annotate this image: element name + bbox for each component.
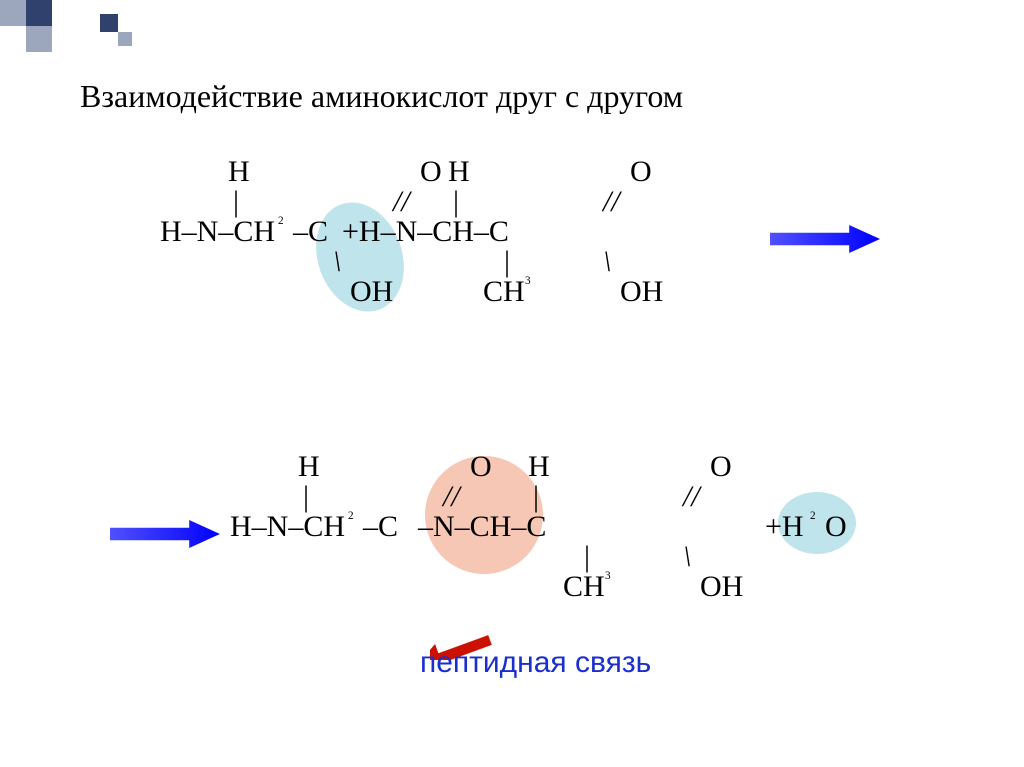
chem-text: |: [584, 540, 590, 574]
chem-text: |: [533, 480, 539, 514]
chem-text: +H–N–CH–C: [342, 215, 509, 249]
chem-text: –C: [363, 510, 398, 544]
chem-text: +H: [765, 510, 804, 544]
chem-text: H: [448, 155, 470, 189]
chem-text: H: [228, 155, 250, 189]
chem-text: OH: [350, 275, 393, 309]
chem-text: \: [333, 245, 341, 279]
chem-text: O: [825, 510, 847, 544]
chem-text: //: [683, 480, 700, 514]
deco-square: [26, 0, 52, 26]
chem-text: 2: [278, 215, 284, 227]
chem-text: H: [528, 450, 550, 484]
chem-text: |: [504, 245, 510, 279]
chem-text: //: [393, 185, 410, 219]
chem-text: \: [603, 245, 611, 279]
chem-text: O: [710, 450, 732, 484]
chem-text: |: [303, 480, 309, 514]
chem-text: O: [420, 155, 442, 189]
reaction-arrow-in: [110, 520, 220, 548]
reaction-product: H|O//H|H–N–CH2–C –N–CH–CO//|CH3\OH+H2O п…: [110, 450, 930, 700]
chem-text: 2: [348, 510, 354, 522]
reaction-arrow-right: [770, 225, 880, 253]
deco-square: [118, 32, 132, 46]
deco-square: [100, 14, 118, 32]
reaction-reactants: H|O//H–N–CH2–CH|O//+H–N–CH–C\OH|CH3\OH: [160, 155, 920, 355]
chem-text: O: [630, 155, 652, 189]
deco-square: [26, 26, 52, 52]
chem-text: CH: [483, 275, 525, 309]
chem-text: H–N–CH: [160, 215, 275, 249]
chem-text: OH: [700, 570, 743, 604]
corner-decoration: [0, 0, 150, 60]
chem-text: –N–CH–C: [418, 510, 546, 544]
chem-text: OH: [620, 275, 663, 309]
slide-title: Взаимодействие аминокислот друг с другом: [80, 78, 683, 115]
chem-text: |: [233, 185, 239, 219]
chem-text: O: [470, 450, 492, 484]
deco-square: [0, 0, 26, 26]
chem-text: –C: [293, 215, 328, 249]
chem-text: //: [443, 480, 460, 514]
chem-text: //: [603, 185, 620, 219]
chem-text: CH: [563, 570, 605, 604]
chem-text: |: [453, 185, 459, 219]
chem-text: 3: [605, 570, 611, 582]
chem-text: \: [683, 540, 691, 574]
chem-text: H–N–CH: [230, 510, 345, 544]
chem-text: 2: [810, 510, 816, 522]
peptide-bond-label: пептидная связь: [420, 646, 651, 680]
chem-text: H: [298, 450, 320, 484]
chem-text: 3: [525, 275, 531, 287]
pointer-arrow: [430, 540, 550, 660]
